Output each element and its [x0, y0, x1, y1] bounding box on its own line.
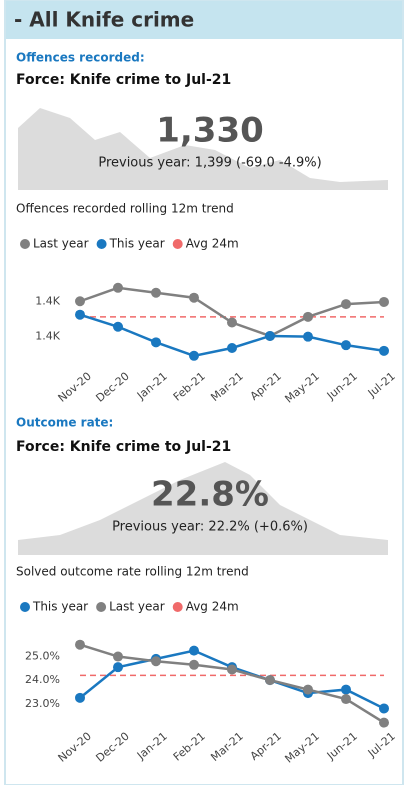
- data-point: [227, 343, 237, 353]
- data-point: [75, 639, 85, 650]
- kpi-background-trend: [18, 108, 388, 190]
- data-point: [151, 337, 161, 348]
- header-title: - All Knife crime: [14, 8, 194, 32]
- data-point: [341, 684, 351, 695]
- legend-marker: [172, 239, 183, 249]
- data-point: [341, 694, 351, 705]
- kpi-comparison: Previous year: 22.2% (+0.6%): [112, 520, 308, 535]
- trend-title: Solved outcome rate rolling 12m trend: [16, 565, 249, 579]
- data-point: [227, 317, 237, 328]
- legend-label: Avg 24m: [186, 600, 239, 614]
- kpi-comparison: Previous year: 1,399 (-69.0 -4.9%): [98, 156, 321, 171]
- data-point: [341, 299, 351, 310]
- kpi-value: 1,330: [156, 111, 264, 151]
- legend-marker: [20, 602, 30, 612]
- legend-label: This year: [109, 237, 165, 251]
- data-point: [151, 287, 161, 298]
- data-point: [379, 345, 389, 356]
- data-point: [75, 296, 85, 307]
- data-point: [303, 684, 313, 695]
- data-point: [303, 331, 313, 342]
- data-point: [189, 350, 199, 361]
- data-point: [303, 311, 313, 322]
- data-point: [113, 282, 123, 293]
- legend-marker: [96, 239, 107, 249]
- legend-marker: [172, 602, 183, 612]
- legend-label: Avg 24m: [186, 237, 239, 251]
- data-point: [265, 330, 275, 341]
- data-point: [341, 340, 351, 351]
- y-tick-label: 1.4K: [35, 330, 60, 343]
- data-point: [227, 664, 237, 675]
- trend-title: Offences recorded rolling 12m trend: [16, 202, 234, 216]
- data-point: [113, 662, 123, 673]
- data-point: [75, 309, 85, 320]
- data-point: [379, 296, 389, 307]
- legend-marker: [20, 239, 30, 249]
- data-point: [265, 675, 275, 686]
- y-tick-label: 25.0%: [25, 650, 60, 663]
- section-subtitle: Force: Knife crime to Jul-21: [16, 439, 231, 455]
- legend-label: This year: [32, 600, 88, 614]
- data-point: [379, 703, 389, 714]
- data-point: [189, 645, 199, 656]
- data-point: [151, 656, 161, 667]
- kpi-background-trend: [18, 462, 388, 555]
- data-point: [75, 692, 85, 703]
- data-point: [113, 321, 123, 332]
- y-tick-label: 1.4K: [35, 294, 60, 307]
- legend-label: Last year: [109, 600, 165, 614]
- data-point: [189, 292, 199, 303]
- section-label: Offences recorded:: [16, 51, 145, 65]
- data-point: [189, 659, 199, 670]
- section-subtitle: Force: Knife crime to Jul-21: [16, 72, 231, 88]
- legend-marker: [96, 602, 107, 612]
- data-point: [379, 717, 389, 728]
- y-tick-label: 24.0%: [25, 673, 60, 686]
- section-label: Outcome rate:: [16, 416, 113, 430]
- header-bar: [6, 1, 402, 39]
- y-tick-label: 23.0%: [25, 697, 60, 710]
- legend-label: Last year: [33, 237, 89, 251]
- data-point: [113, 651, 123, 662]
- kpi-value: 22.8%: [151, 475, 269, 515]
